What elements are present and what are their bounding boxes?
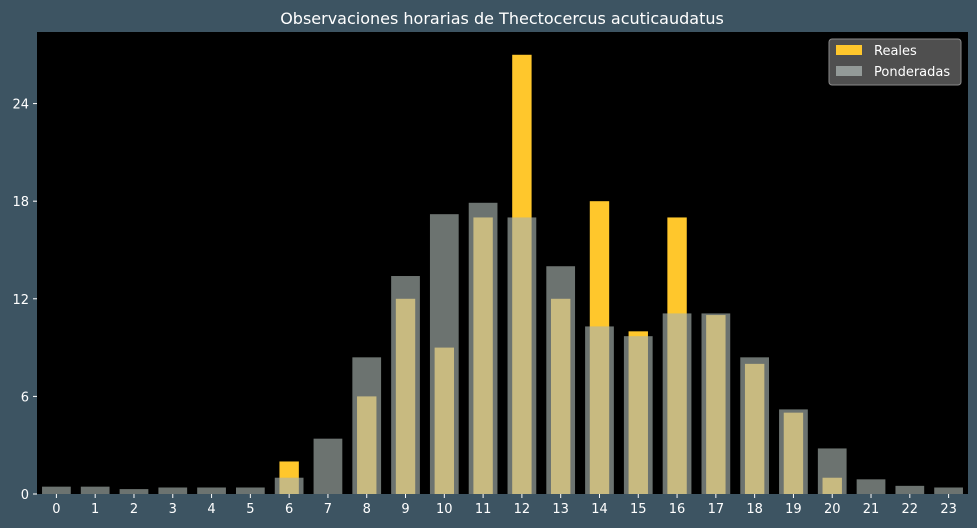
bar-ponderadas-14 [585,326,614,494]
bar-ponderadas-19 [779,409,808,494]
bar-ponderadas-7 [313,438,343,494]
x-tick-label-1: 1 [91,502,99,517]
x-tick-label-7: 7 [324,502,332,517]
bar-ponderadas-0 [42,486,71,494]
bar-ponderadas-5 [236,487,265,494]
x-tick-label-14: 14 [591,502,608,517]
y-tick-label-0: 0 [21,488,29,503]
bar-ponderadas-22 [895,485,925,494]
x-tick-label-21: 21 [863,502,880,517]
legend-swatch-reales [836,45,862,55]
chart-title: Observaciones horarias de Thectocercus a… [280,9,724,28]
y-axis: 0 6 12 18 24 [12,98,37,503]
legend-swatch-ponderadas [836,66,862,76]
bar-ponderadas-4 [197,487,226,494]
x-tick-label-8: 8 [363,502,371,517]
x-tick-label-17: 17 [708,502,725,517]
x-tick-label-22: 22 [902,502,919,517]
bar-ponderadas-16 [662,313,692,494]
series-ponderadas [42,202,963,495]
x-tick-label-23: 23 [940,502,957,517]
bar-ponderadas-15 [623,336,653,494]
plot-area [37,32,968,494]
bar-ponderadas-2 [119,489,149,494]
x-tick-label-4: 4 [207,502,215,517]
x-tick-label-2: 2 [130,502,138,517]
x-tick-label-9: 9 [401,502,409,517]
x-tick-label-11: 11 [475,502,492,517]
bar-ponderadas-12 [507,217,537,495]
bar-ponderadas-9 [391,276,420,494]
x-tick-label-12: 12 [514,502,531,517]
x-tick-label-0: 0 [52,502,60,517]
legend-label-ponderadas: Ponderadas [874,65,950,80]
x-tick-label-20: 20 [824,502,841,517]
x-tick-label-3: 3 [169,502,177,517]
bar-ponderadas-13 [546,266,576,494]
bar-ponderadas-10 [429,214,459,494]
bar-ponderadas-20 [817,448,847,494]
x-tick-label-5: 5 [246,502,254,517]
bar-ponderadas-6 [274,477,304,494]
x-tick-label-15: 15 [630,502,647,517]
bar-ponderadas-8 [352,357,382,494]
bar-ponderadas-3 [158,487,188,494]
x-tick-label-13: 13 [552,502,569,517]
y-tick-label-6: 6 [21,390,29,405]
bar-ponderadas-1 [80,486,110,494]
x-tick-label-6: 6 [285,502,293,517]
x-tick-label-10: 10 [436,502,453,517]
y-tick-label-24: 24 [12,98,29,113]
y-tick-label-18: 18 [12,195,29,210]
x-axis: 0 1 2 3 4 5 6 7 8 9 10 11 12 13 14 15 16 17 18 19 20 21 22 23 [52,494,957,517]
bar-ponderadas-11 [468,202,498,494]
legend-label-reales: Reales [874,44,917,59]
y-tick-label-12: 12 [12,293,29,308]
x-tick-label-18: 18 [746,502,763,517]
bar-ponderadas-17 [701,313,731,494]
bar-ponderadas-21 [856,479,886,494]
bar-ponderadas-23 [934,487,963,494]
x-tick-label-16: 16 [669,502,686,517]
x-tick-label-19: 19 [785,502,802,517]
legend: Reales Ponderadas [828,38,962,86]
bar-ponderadas-18 [740,357,769,494]
